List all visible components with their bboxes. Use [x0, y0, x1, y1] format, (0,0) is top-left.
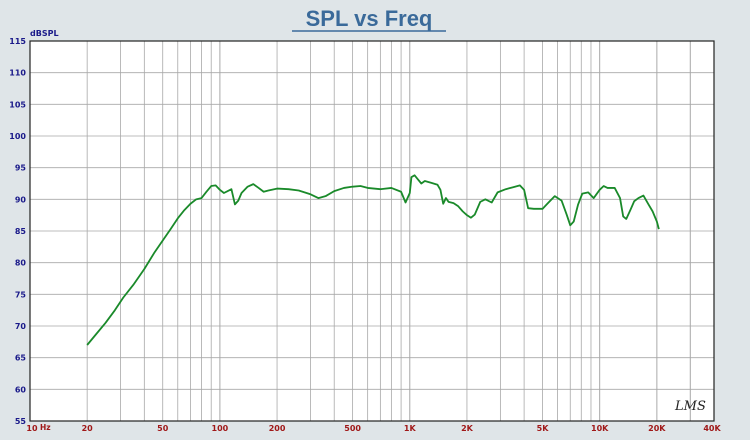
- plot-frame: [29, 40, 715, 422]
- x-tick-label: 5K: [537, 424, 550, 433]
- y-tick-label: 55: [15, 417, 27, 426]
- series-group: [86, 174, 660, 346]
- y-axis-label: dBSPL: [30, 29, 59, 38]
- x-tick-label: 10K: [591, 424, 609, 433]
- chart-title: SPL vs Freq: [306, 6, 433, 31]
- x-tick-label: 500: [344, 424, 361, 433]
- grid-lines: [30, 41, 714, 421]
- x-tick-label: 40K: [703, 424, 721, 433]
- plot-border: [29, 40, 715, 422]
- x-tick-label: 20K: [648, 424, 666, 433]
- x-tick-label: 2K: [461, 424, 474, 433]
- y-tick-label: 60: [15, 385, 27, 394]
- y-tick-label: 100: [9, 132, 26, 141]
- y-tick-labels: 55 60 65 70 75 80 85 90 95 100 105 110 115: [9, 37, 26, 426]
- x-tick-label: 10: [26, 424, 38, 433]
- x-tick-label: 200: [269, 424, 286, 433]
- y-tick-label: 75: [15, 290, 27, 299]
- y-tick-label: 90: [15, 195, 27, 204]
- x-tick-label: 100: [212, 424, 229, 433]
- y-tick-label: 65: [15, 354, 27, 363]
- y-tick-label: 95: [15, 164, 27, 173]
- y-tick-label: 105: [9, 100, 26, 109]
- y-tick-label: 110: [9, 69, 26, 78]
- spl-response-line: [86, 174, 660, 346]
- y-tick-label: 70: [15, 322, 27, 331]
- x-tick-labels: 10 20 50 100 200 500 1K 2K 5K 10K 20K 40K: [26, 424, 721, 433]
- y-tick-label: 80: [15, 259, 27, 268]
- y-tick-label: 115: [9, 37, 26, 46]
- x-tick-label: 20: [82, 424, 94, 433]
- x-tick-label: 1K: [404, 424, 417, 433]
- x-tick-label: 50: [157, 424, 169, 433]
- y-tick-label: 85: [15, 227, 27, 236]
- x-axis-unit: Hz: [40, 423, 51, 432]
- lms-watermark: LMS: [674, 399, 706, 414]
